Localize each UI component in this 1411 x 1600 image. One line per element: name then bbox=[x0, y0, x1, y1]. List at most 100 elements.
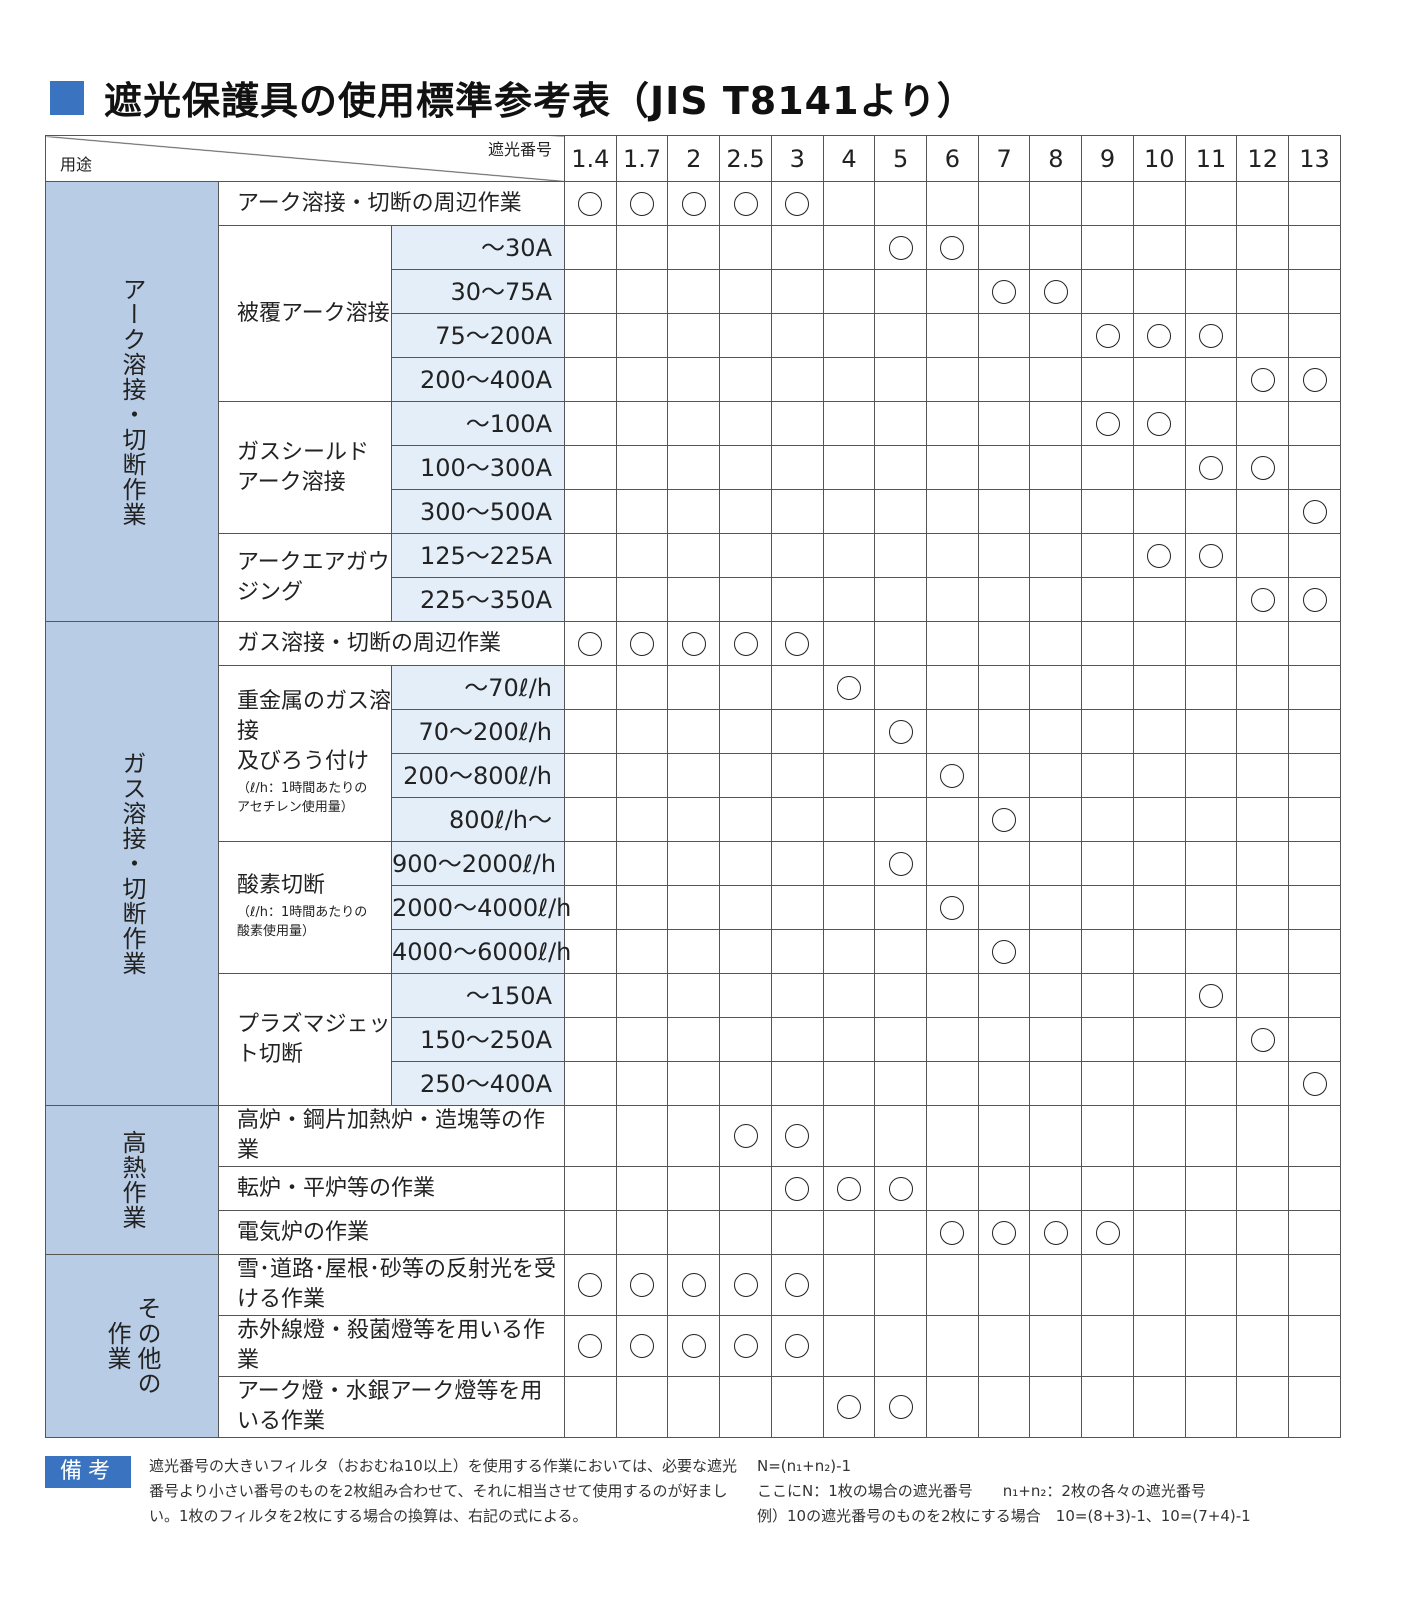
applicable-circle-icon bbox=[992, 1220, 1017, 1245]
mark-cell-2.5 bbox=[719, 665, 772, 710]
mark-cell-9 bbox=[1081, 269, 1134, 314]
task-cell: ガス溶接・切断の周辺作業 bbox=[218, 621, 565, 666]
mark-cell-9 bbox=[1081, 181, 1134, 226]
mark-cell-4 bbox=[822, 709, 876, 754]
category-cell: アーク溶接・切断作業 bbox=[45, 181, 219, 622]
mark-cell-1.4 bbox=[564, 709, 617, 754]
mark-cell-9 bbox=[1081, 1254, 1134, 1316]
formula-definition: ここにN：1枚の場合の遮光番号 n₁+n₂：2枚の各々の遮光番号 bbox=[757, 1482, 1206, 1500]
applicable-circle-icon bbox=[1147, 543, 1172, 568]
mark-cell-4 bbox=[822, 929, 876, 974]
applicable-circle-icon bbox=[785, 1273, 810, 1298]
mark-cell-10 bbox=[1132, 753, 1186, 798]
mark-cell-12 bbox=[1236, 973, 1290, 1018]
mark-cell-4 bbox=[822, 1017, 876, 1062]
mark-cell-2 bbox=[667, 489, 721, 534]
mark-cell-4 bbox=[822, 401, 876, 446]
mark-cell-9 bbox=[1081, 1315, 1134, 1377]
mark-cell-3 bbox=[770, 621, 824, 666]
mark-cell-13 bbox=[1288, 1166, 1341, 1211]
mark-cell-3 bbox=[770, 885, 824, 930]
range-cell: ～70ℓ/h bbox=[391, 665, 565, 710]
mark-cell-2.5 bbox=[719, 1017, 772, 1062]
range-cell: 250～400A bbox=[391, 1061, 565, 1106]
mark-cell-6 bbox=[926, 753, 979, 798]
applicable-circle-icon bbox=[681, 1273, 706, 1298]
mark-cell-2 bbox=[667, 885, 721, 930]
mark-cell-8 bbox=[1029, 841, 1083, 886]
mark-cell-2 bbox=[667, 181, 721, 226]
mark-cell-1.7 bbox=[615, 1166, 669, 1211]
mark-cell-3 bbox=[770, 1315, 824, 1377]
mark-cell-11 bbox=[1184, 225, 1238, 270]
mark-cell-4 bbox=[822, 269, 876, 314]
mark-cell-1.4 bbox=[564, 929, 617, 974]
mark-cell-2.5 bbox=[719, 1254, 772, 1316]
range-cell: ～30A bbox=[391, 225, 565, 270]
mark-cell-10 bbox=[1132, 1376, 1186, 1438]
mark-cell-6 bbox=[926, 797, 979, 842]
mark-cell-8 bbox=[1029, 621, 1083, 666]
mark-cell-3 bbox=[770, 753, 824, 798]
mark-cell-2.5 bbox=[719, 1105, 772, 1167]
table-row: 電気炉の作業 bbox=[46, 1210, 1341, 1255]
mark-cell-12 bbox=[1236, 533, 1290, 578]
mark-cell-10 bbox=[1132, 1315, 1186, 1377]
mark-cell-10 bbox=[1132, 269, 1186, 314]
range-cell: 300～500A bbox=[391, 489, 565, 534]
applicable-circle-icon bbox=[733, 191, 758, 216]
mark-cell-1.7 bbox=[615, 929, 669, 974]
applicable-circle-icon bbox=[1198, 455, 1223, 480]
mark-cell-10 bbox=[1132, 1210, 1186, 1255]
applicable-circle-icon bbox=[1198, 983, 1223, 1008]
mark-cell-5 bbox=[874, 797, 928, 842]
range-cell: 800ℓ/h～ bbox=[391, 797, 565, 842]
mark-cell-1.7 bbox=[615, 533, 669, 578]
applicable-circle-icon bbox=[1250, 587, 1275, 612]
mark-cell-8 bbox=[1029, 181, 1083, 226]
mark-cell-11 bbox=[1184, 665, 1238, 710]
mark-cell-2.5 bbox=[719, 797, 772, 842]
mark-cell-12 bbox=[1236, 577, 1290, 622]
mark-cell-13 bbox=[1288, 1210, 1341, 1255]
mark-cell-8 bbox=[1029, 1315, 1083, 1377]
mark-cell-6 bbox=[926, 929, 979, 974]
mark-cell-11 bbox=[1184, 1105, 1238, 1167]
table-row: 酸素切断 （ℓ/h：1時間あたりの 酸素使用量） 900～2000ℓ/h bbox=[46, 841, 1341, 974]
mark-cell-7 bbox=[977, 621, 1031, 666]
mark-cell-4 bbox=[822, 181, 876, 226]
task-cell: アーク溶接・切断の周辺作業 bbox=[218, 181, 565, 226]
mark-cell-9 bbox=[1081, 753, 1134, 798]
applicable-circle-icon bbox=[836, 1176, 861, 1201]
applicable-circle-icon bbox=[940, 235, 965, 260]
task-name: ガスシールド アーク溶接 bbox=[237, 439, 370, 495]
range-cell: 70～200ℓ/h bbox=[391, 709, 565, 754]
range-cell: 225～350A bbox=[391, 577, 565, 622]
mark-cell-9 bbox=[1081, 357, 1134, 402]
applicable-circle-icon bbox=[888, 1176, 913, 1201]
applicable-circle-icon bbox=[630, 1273, 655, 1298]
header-row: 用途 遮光番号 1.4 1.7 2 2.5 3 4 5 6 7 8 9 10 11 12 13 bbox=[45, 135, 1341, 182]
mark-cell-7 bbox=[977, 1210, 1031, 1255]
shade-header-6: 6 bbox=[926, 135, 979, 182]
shade-header-13: 13 bbox=[1288, 135, 1341, 182]
mark-cell-10 bbox=[1132, 1166, 1186, 1211]
mark-cell-5 bbox=[874, 357, 928, 402]
mark-cell-1.4 bbox=[564, 1105, 617, 1167]
mark-cell-5 bbox=[874, 181, 928, 226]
mark-cell-6 bbox=[926, 1017, 979, 1062]
mark-cell-10 bbox=[1132, 885, 1186, 930]
applicable-circle-icon bbox=[1147, 323, 1172, 348]
mark-cell-3 bbox=[770, 445, 824, 490]
mark-cell-12 bbox=[1236, 1315, 1290, 1377]
mark-cell-4 bbox=[822, 225, 876, 270]
mark-cell-11 bbox=[1184, 753, 1238, 798]
applicable-circle-icon bbox=[630, 1334, 655, 1359]
mark-cell-12 bbox=[1236, 1210, 1290, 1255]
mark-cell-5 bbox=[874, 401, 928, 446]
mark-cell-11 bbox=[1184, 1166, 1238, 1211]
mark-cell-2 bbox=[667, 357, 721, 402]
mark-cell-2.5 bbox=[719, 181, 772, 226]
mark-cell-5 bbox=[874, 1105, 928, 1167]
mark-cell-13 bbox=[1288, 577, 1341, 622]
